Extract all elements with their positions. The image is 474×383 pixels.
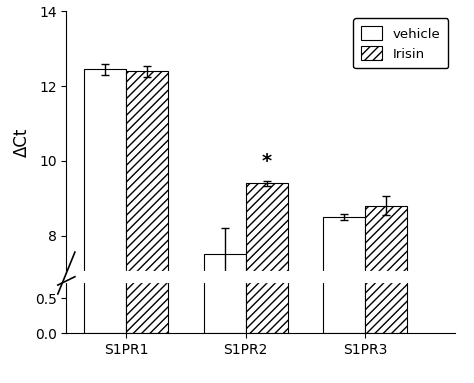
Bar	[365, 206, 407, 383]
Bar	[126, 0, 168, 333]
Bar	[84, 0, 126, 333]
Legend: vehicle, Irisin: vehicle, Irisin	[353, 18, 448, 69]
Bar	[246, 183, 288, 383]
Bar	[84, 69, 126, 383]
Bar	[323, 217, 365, 383]
Bar	[204, 0, 246, 333]
Bar	[204, 254, 246, 383]
Bar	[246, 0, 288, 333]
Y-axis label: ΔCt: ΔCt	[13, 128, 31, 157]
Bar	[126, 71, 168, 383]
Text: *: *	[262, 152, 272, 172]
Bar	[365, 0, 407, 333]
Bar	[323, 0, 365, 333]
